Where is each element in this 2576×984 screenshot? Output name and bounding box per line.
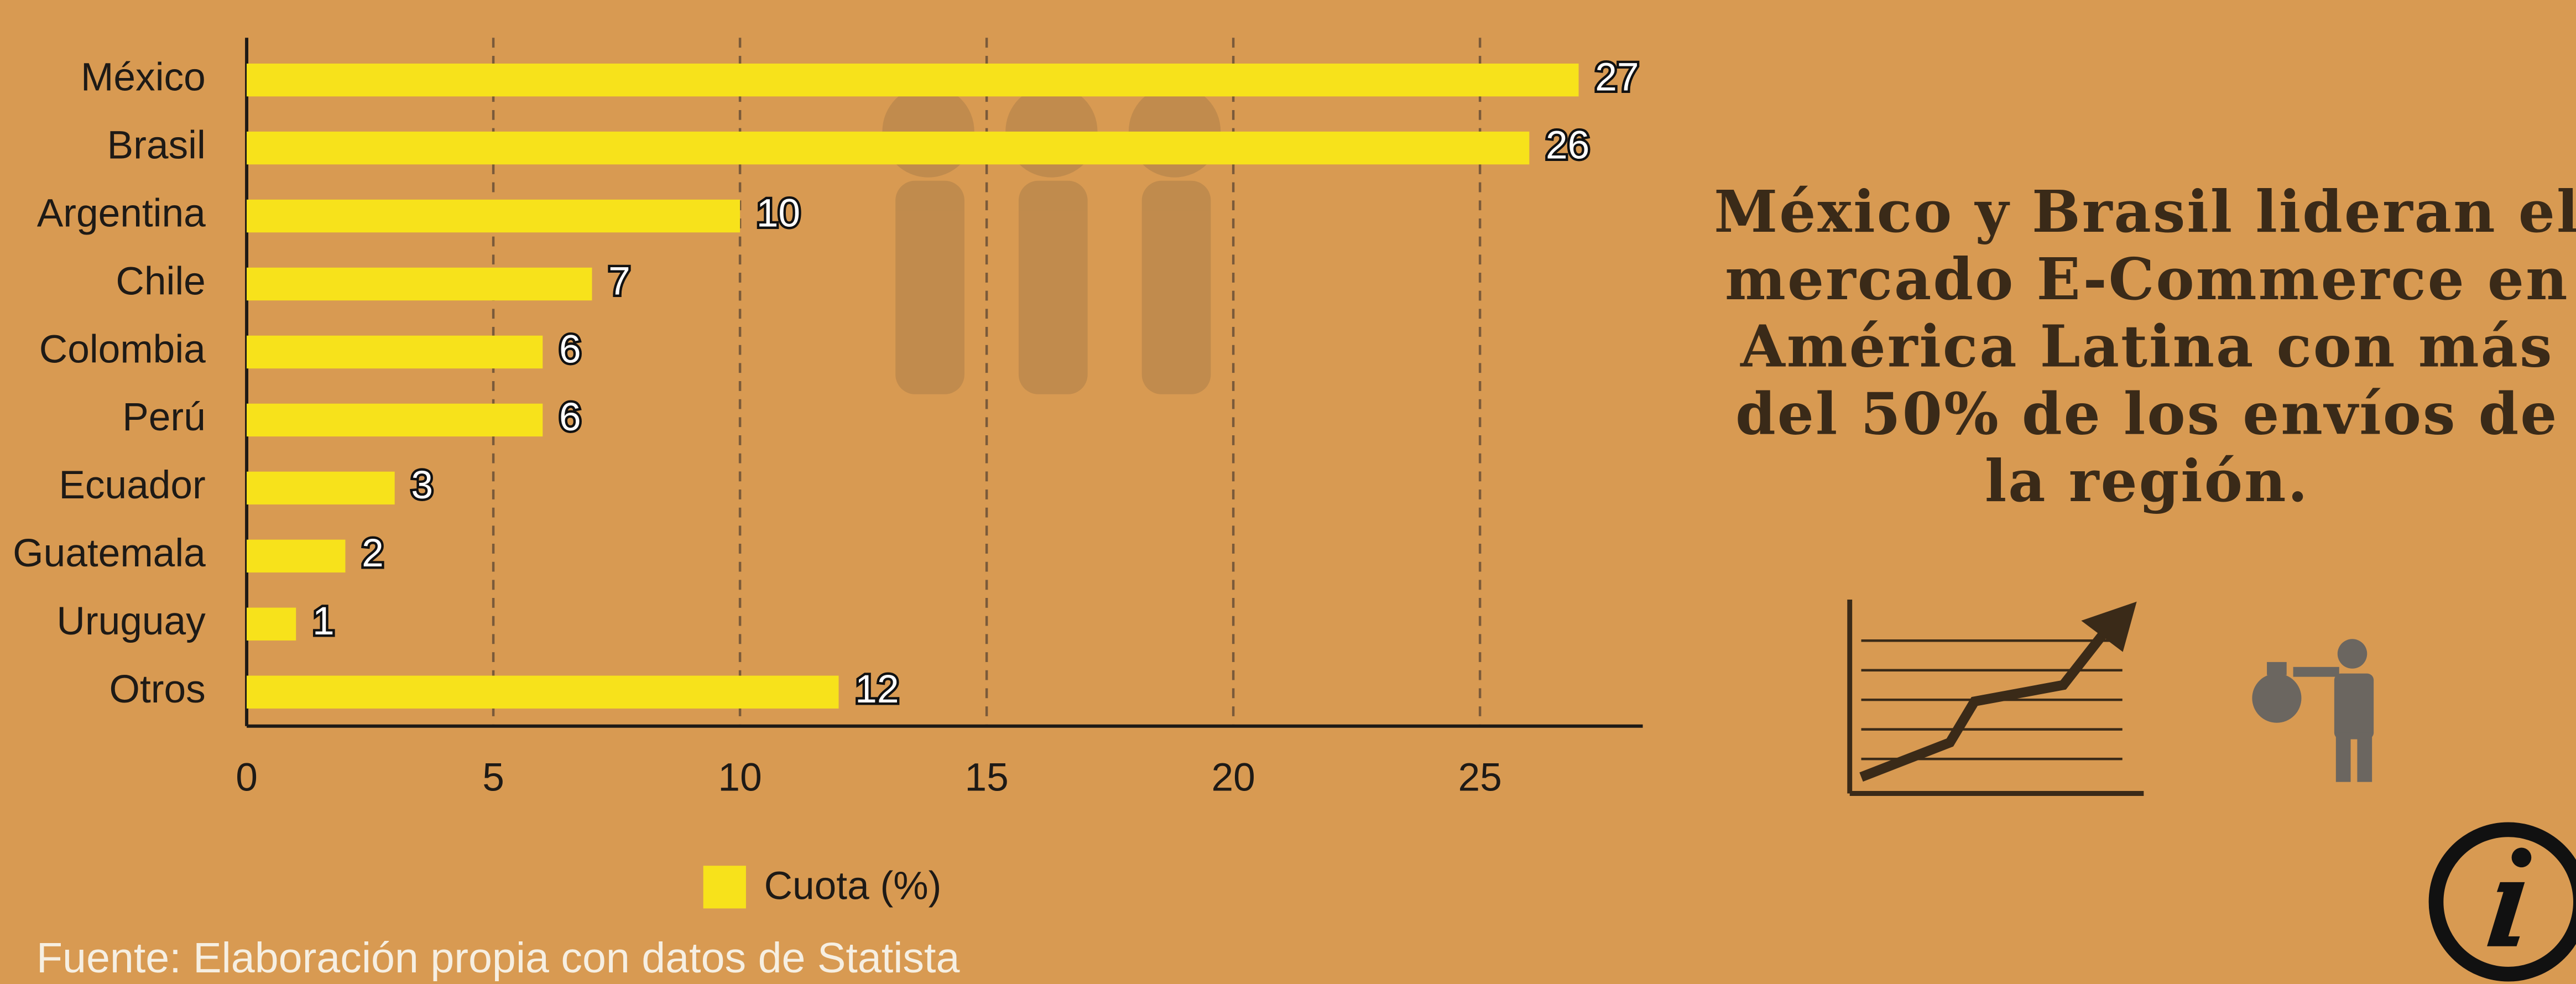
category-label: Ecuador — [59, 463, 205, 507]
legend-swatch — [703, 866, 746, 909]
money-person-icon — [2252, 639, 2374, 782]
annotation-line: América Latina con más — [1740, 313, 2553, 381]
bar — [247, 471, 395, 505]
info-icon — [2428, 822, 2576, 982]
annotation-line: México y Brasil lideran el — [1714, 178, 2576, 246]
category-label: Otros — [109, 667, 206, 711]
bar — [247, 607, 296, 641]
annotation-line: la región. — [1985, 447, 2309, 515]
category-label: Argentina — [37, 191, 206, 235]
bar — [247, 63, 1579, 97]
category-label: Chile — [116, 259, 205, 303]
bar — [247, 539, 346, 573]
data-label: 26 — [1546, 123, 1589, 167]
x-tick-label: 0 — [236, 756, 258, 800]
bar — [247, 335, 543, 369]
data-label: 27 — [1595, 55, 1639, 99]
category-label: Guatemala — [13, 531, 206, 575]
bar — [247, 131, 1530, 165]
category-label: Uruguay — [56, 599, 206, 643]
source: Fuente: Elaboración propia con datos de … — [36, 934, 960, 982]
category-label: Brasil — [107, 123, 206, 167]
data-label: 1 — [312, 599, 335, 643]
annotation-line: mercado E-Commerce en — [1725, 245, 2569, 313]
category-label: Colombia — [39, 327, 206, 371]
bar — [247, 199, 741, 233]
category-label: Perú — [122, 395, 206, 439]
growth-icon — [1847, 600, 2144, 796]
x-tick-label: 15 — [964, 756, 1008, 800]
legend-label: Cuota (%) — [764, 864, 942, 908]
data-label: 6 — [559, 395, 581, 439]
x-tick-label: 20 — [1211, 756, 1255, 800]
data-label: 3 — [411, 463, 433, 507]
data-label: 2 — [362, 531, 384, 575]
bar — [247, 403, 543, 437]
x-tick-label: 25 — [1458, 756, 1501, 800]
x-tick-label: 5 — [482, 756, 504, 800]
bar — [247, 675, 839, 709]
annotation-line: del 50% de los envíos de — [1735, 379, 2558, 447]
x-tick-label: 10 — [718, 756, 762, 800]
data-label: 7 — [608, 259, 630, 303]
data-label: 12 — [855, 667, 899, 711]
data-label: 10 — [757, 191, 800, 235]
data-label: 6 — [559, 327, 581, 371]
bar — [247, 267, 592, 301]
category-label: México — [81, 55, 206, 99]
